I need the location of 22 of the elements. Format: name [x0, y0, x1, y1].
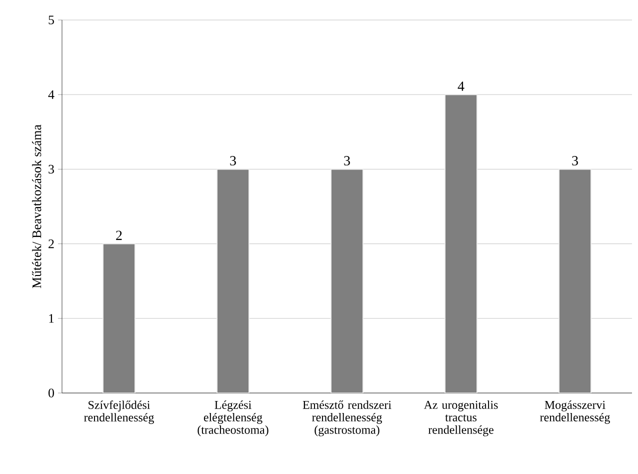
- x-tick-label: Légzési elégtelenség (tracheostoma): [198, 400, 268, 436]
- y-tick-label: 2: [48, 240, 54, 248]
- x-tick-label: Szívfejlődési rendellenesség: [84, 400, 154, 424]
- y-tick-label: 0: [48, 388, 54, 398]
- data-label: 4: [458, 82, 464, 91]
- x-tick-label: Mogásszervi rendellenesség: [540, 400, 610, 424]
- x-tick-label: Az urogenitalis tractus rendellensége: [424, 400, 498, 436]
- bar: [558, 168, 592, 393]
- data-label: 3: [230, 156, 236, 166]
- bar: [330, 168, 364, 393]
- x-tick-label: Emésztő rendszeri rendellenesség (gastrostoma): [302, 400, 392, 436]
- data-label: 3: [344, 156, 350, 166]
- bar: [102, 243, 136, 393]
- bar: [444, 94, 478, 393]
- data-label: 2: [116, 230, 122, 240]
- bar: [216, 168, 250, 393]
- y-tick-label: 4: [48, 90, 54, 99]
- y-tick-label: 1: [49, 314, 54, 323]
- data-label: 3: [572, 156, 578, 166]
- y-tick-label: 5: [48, 16, 54, 24]
- y-axis-title: Műtétek/ Beavatkozások száma: [32, 124, 42, 288]
- y-tick-label: 3: [48, 164, 54, 174]
